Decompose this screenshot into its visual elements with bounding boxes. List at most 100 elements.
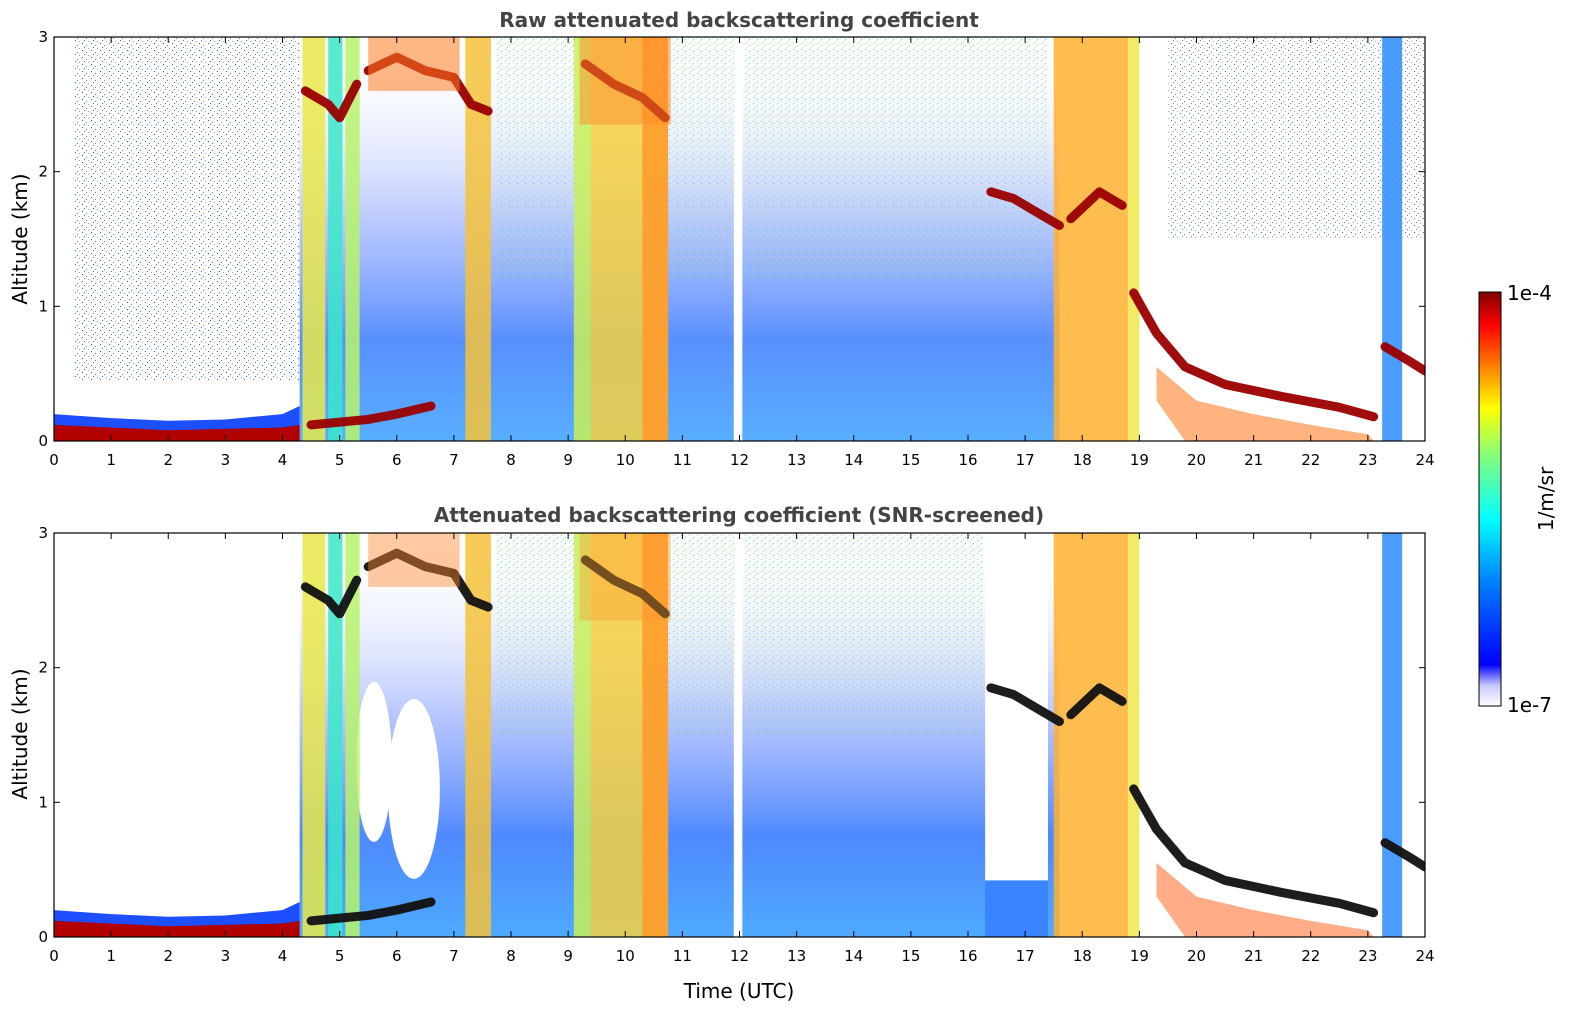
- cloud-layer: [449, 568, 493, 612]
- x-tick-label: 7: [449, 947, 459, 965]
- precipitation-streak: [328, 533, 343, 937]
- cloud-layer: [363, 548, 459, 578]
- x-tick-label: 23: [1358, 451, 1377, 469]
- screened-out-region: [355, 681, 392, 842]
- x-tick-label: 1: [106, 451, 116, 469]
- cloud-layer: [1380, 342, 1425, 376]
- panel-snr-screened: Attenuated backscattering coefficient (S…: [8, 503, 1435, 1003]
- aerosol-layer: [1156, 862, 1374, 937]
- x-tick-label: 19: [1130, 451, 1149, 469]
- x-tick-label: 13: [787, 947, 806, 965]
- x-ticks: 0 1 2 3 4 5 6 7 8 9 10 11 12 13 14 15 16 17 18 19 20 21 22 23 24: [49, 37, 1435, 469]
- cloud-layer: [1129, 784, 1379, 918]
- x-tick-label: 4: [278, 451, 288, 469]
- cloud-layer: [1066, 683, 1127, 720]
- y-tick-label: 0: [38, 432, 48, 450]
- x-tick-label: 15: [901, 947, 920, 965]
- precipitation-streak: [1382, 533, 1403, 937]
- x-tick-label: 6: [392, 947, 402, 965]
- y-ticks: 0 1 2 3: [38, 28, 1425, 450]
- x-tick-label: 14: [844, 947, 863, 965]
- x-tick-label: 17: [1016, 451, 1035, 469]
- boundary-layer-core: [54, 424, 300, 441]
- x-ticks: 0 1 2 3 4 5 6 7 8 9 10 11 12 13 14 15 16 17 18 19 20 21 22 23 24: [49, 533, 1435, 965]
- heatmap-field: [54, 533, 1425, 937]
- y-tick-label: 3: [38, 28, 48, 46]
- cloud-layer: [1066, 187, 1127, 224]
- x-tick-label: 2: [163, 947, 173, 965]
- x-tick-label: 20: [1187, 947, 1206, 965]
- cloud-layer: [580, 555, 670, 619]
- y-axis-label: Altitude (km): [8, 173, 32, 304]
- y-tick-label: 0: [38, 928, 48, 946]
- x-tick-label: 8: [506, 451, 516, 469]
- x-tick-label: 17: [1016, 947, 1035, 965]
- y-tick-label: 1: [38, 297, 48, 315]
- x-axis-label: Time (UTC): [683, 979, 795, 1003]
- y-ticks: 0 1 2 3: [38, 524, 1425, 946]
- precipitation-streak: [573, 533, 591, 937]
- cloud-halo: [368, 533, 460, 587]
- x-tick-label: 23: [1358, 947, 1377, 965]
- x-tick-label: 4: [278, 947, 288, 965]
- y-tick-label: 1: [38, 793, 48, 811]
- cloud-halo: [579, 37, 671, 125]
- heatmap-layers: [54, 533, 1425, 937]
- x-tick-label: 5: [335, 947, 345, 965]
- precipitation-streak: [328, 37, 343, 441]
- aerosol-layer: [985, 880, 1048, 937]
- x-tick-label: 11: [673, 947, 692, 965]
- boundary-layer-core: [54, 920, 300, 937]
- data-gap: [733, 533, 743, 937]
- aerosol-layer: [1156, 366, 1374, 441]
- x-tick-label: 12: [730, 451, 749, 469]
- x-tick-label: 12: [730, 947, 749, 965]
- heatmap-field: [54, 37, 1425, 441]
- precipitation-streak: [573, 37, 591, 441]
- x-tick-label: 9: [563, 451, 573, 469]
- x-tick-label: 13: [787, 451, 806, 469]
- precipitation-streak: [1127, 533, 1140, 937]
- cloud-layer: [986, 683, 1064, 727]
- colorbar-min-label: 1e-7: [1507, 693, 1552, 717]
- x-tick-label: 20: [1187, 451, 1206, 469]
- precipitation-streak: [1127, 37, 1140, 441]
- x-tick-label: 1: [106, 947, 116, 965]
- x-tick-label: 3: [221, 947, 231, 965]
- x-tick-label: 19: [1130, 947, 1149, 965]
- x-tick-label: 18: [1073, 451, 1092, 469]
- precipitation-streak: [345, 37, 360, 441]
- x-tick-label: 22: [1301, 947, 1320, 965]
- x-tick-label: 10: [616, 451, 635, 469]
- x-tick-label: 6: [392, 451, 402, 469]
- precipitation-streak: [1053, 533, 1128, 937]
- cloud-layer: [306, 897, 436, 926]
- x-tick-label: 7: [449, 451, 459, 469]
- x-tick-label: 16: [958, 947, 977, 965]
- x-tick-label: 18: [1073, 947, 1092, 965]
- x-tick-label: 9: [563, 947, 573, 965]
- x-tick-label: 8: [506, 947, 516, 965]
- data-gap: [733, 37, 743, 441]
- x-tick-label: 21: [1244, 947, 1263, 965]
- colorbar-gradient: [1478, 291, 1502, 707]
- x-tick-label: 14: [844, 451, 863, 469]
- cloud-layer: [1380, 838, 1425, 872]
- colorbar: 1e-4 1e-7 1/m/sr: [1478, 281, 1558, 717]
- x-tick-label: 2: [163, 451, 173, 469]
- x-tick-label: 10: [616, 947, 635, 965]
- screened-out-region: [387, 698, 440, 879]
- x-tick-label: 15: [901, 451, 920, 469]
- precipitation-streak: [1053, 37, 1128, 441]
- precipitation-streak: [345, 533, 360, 937]
- x-tick-label: 16: [958, 451, 977, 469]
- y-tick-label: 3: [38, 524, 48, 542]
- y-tick-label: 2: [38, 659, 48, 677]
- panel-title: Attenuated backscattering coefficient (S…: [434, 503, 1044, 527]
- cloud-halo: [579, 533, 671, 621]
- panel-raw: Raw attenuated backscattering coefficien…: [8, 8, 1435, 469]
- x-tick-label: 0: [49, 451, 59, 469]
- x-tick-label: 21: [1244, 451, 1263, 469]
- precipitation-streak: [1382, 37, 1403, 441]
- colorbar-unit-label: 1/m/sr: [1534, 466, 1558, 531]
